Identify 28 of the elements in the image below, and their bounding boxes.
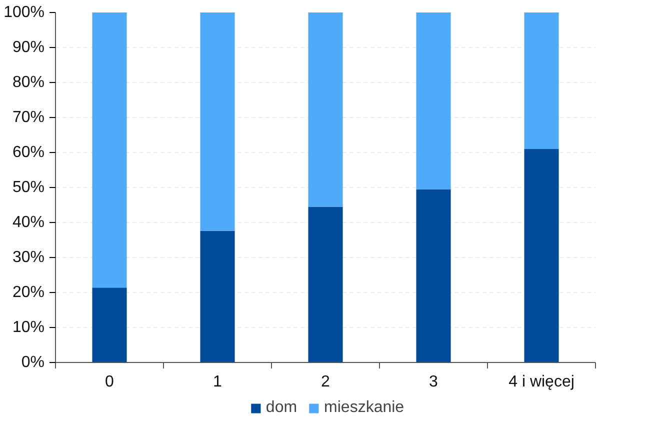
x-tick-label: 3 — [429, 374, 438, 390]
x-tick-label: 0 — [105, 374, 114, 390]
bar — [92, 12, 127, 288]
bar — [416, 189, 451, 362]
y-tick-label: 100% — [4, 4, 44, 21]
legend-label: mieszkanie — [324, 399, 404, 417]
y-tick-label: 70% — [12, 109, 45, 126]
y-tick-label: 90% — [12, 39, 45, 56]
bar — [308, 12, 343, 207]
y-tick-label: 80% — [12, 74, 45, 91]
x-tick-label: 2 — [321, 374, 330, 390]
x-tick-label: 1 — [213, 374, 222, 390]
x-tick-label: 4 i więcej — [508, 374, 574, 390]
bar — [416, 12, 451, 190]
y-tick-label: 60% — [12, 144, 45, 161]
y-tick-label: 0% — [21, 354, 44, 371]
y-tick-label: 30% — [12, 249, 45, 266]
legend-label: dom — [266, 399, 298, 417]
bar — [200, 12, 235, 231]
bar — [308, 206, 343, 362]
y-tick-label: 10% — [12, 319, 45, 336]
bar — [200, 230, 235, 362]
y-tick-label: 20% — [12, 284, 45, 301]
bar — [524, 12, 559, 149]
bar — [524, 149, 559, 362]
bar — [92, 288, 127, 362]
y-tick-label: 40% — [12, 214, 45, 231]
y-tick-label: 50% — [12, 179, 45, 196]
